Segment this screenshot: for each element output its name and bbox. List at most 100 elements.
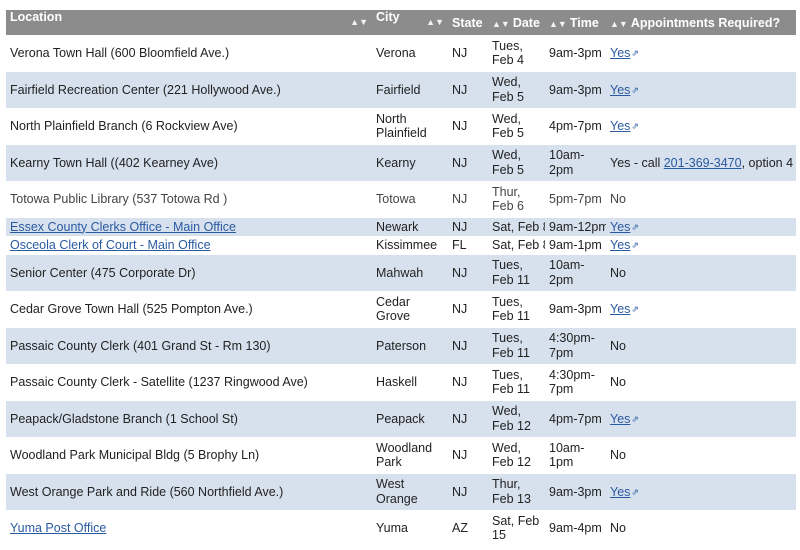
- appointment-link[interactable]: Yes: [610, 119, 631, 133]
- appointment-link[interactable]: Yes: [610, 411, 631, 426]
- cell-appointments: No: [606, 254, 796, 291]
- table-row: Cedar Grove Town Hall (525 Pompton Ave.)…: [6, 291, 796, 328]
- cell-location: West Orange Park and Ride (560 Northfiel…: [6, 473, 372, 510]
- phone-link[interactable]: 201-369-3470: [663, 155, 742, 170]
- column-header-location[interactable]: Location ▲▼: [6, 10, 372, 35]
- table-row: Osceola Clerk of Court - Main Office Kis…: [6, 236, 796, 255]
- location-link[interactable]: Yuma Post Office: [10, 521, 107, 535]
- cell-appointments: Yes⇗: [606, 473, 796, 510]
- cell-city: Totowa: [372, 181, 448, 218]
- cell-date: Thur, Feb 13: [488, 473, 545, 510]
- cell-time: 4pm-7pm: [545, 108, 606, 145]
- cell-date: Tues, Feb 11: [488, 327, 545, 364]
- cell-city: Peapack: [372, 400, 448, 437]
- column-header-date[interactable]: ▲▼ Date: [488, 10, 545, 35]
- location-link[interactable]: Osceola Clerk of Court - Main Office: [10, 238, 211, 252]
- cell-location: Verona Town Hall (600 Bloomfield Ave.): [6, 35, 372, 72]
- appointment-text: Yes - call: [610, 155, 664, 170]
- cell-appointments: No: [606, 510, 796, 547]
- cell-state: FL: [448, 236, 488, 255]
- external-link-icon: ⇗: [631, 221, 639, 232]
- cell-appointments: Yes⇗: [606, 291, 796, 328]
- cell-state: AZ: [448, 510, 488, 547]
- column-header-city[interactable]: City ▲▼: [372, 10, 448, 35]
- cell-state: NJ: [448, 181, 488, 218]
- cell-location: Cedar Grove Town Hall (525 Pompton Ave.): [6, 291, 372, 328]
- sort-arrows-icon[interactable]: ▲▼: [549, 18, 567, 29]
- sort-arrows-icon[interactable]: ▲▼: [610, 18, 628, 29]
- cell-appointments: Yes⇗: [606, 71, 796, 108]
- column-header-appointments[interactable]: ▲▼ Appointments Required?: [606, 10, 796, 35]
- cell-time: 9am-12pm: [545, 217, 606, 236]
- table-row: Kearny Town Hall ((402 Kearney Ave) Kear…: [6, 144, 796, 181]
- cell-city: Yuma: [372, 510, 448, 547]
- cell-date: Wed, Feb 12: [488, 437, 545, 474]
- sort-arrows-icon[interactable]: ▲▼: [492, 18, 510, 29]
- cell-location: Peapack/Gladstone Branch (1 School St): [6, 400, 372, 437]
- cell-location: Essex County Clerks Office - Main Office: [6, 217, 372, 236]
- table-row: Essex County Clerks Office - Main Office…: [6, 217, 796, 236]
- external-link-icon: ⇗: [631, 121, 639, 131]
- cell-city: Newark: [372, 217, 448, 236]
- cell-state: NJ: [448, 327, 488, 364]
- appointment-link[interactable]: Yes: [610, 238, 631, 252]
- table-row: Senior Center (475 Corporate Dr) Mahwah …: [6, 254, 796, 291]
- cell-location: Passaic County Clerk - Satellite (1237 R…: [6, 364, 372, 401]
- table-body: Verona Town Hall (600 Bloomfield Ave.) V…: [6, 35, 796, 547]
- appointment-link[interactable]: Yes: [610, 302, 631, 316]
- cell-date: Tues, Feb 11: [488, 364, 545, 401]
- table-row: Fairfield Recreation Center (221 Hollywo…: [6, 71, 796, 108]
- cell-location: Woodland Park Municipal Bldg (5 Brophy L…: [6, 437, 372, 474]
- cell-location: Osceola Clerk of Court - Main Office: [6, 236, 372, 255]
- cell-state: NJ: [448, 400, 488, 437]
- appointment-link[interactable]: Yes: [610, 82, 631, 97]
- column-header-time[interactable]: ▲▼ Time: [545, 10, 606, 35]
- cell-state: NJ: [448, 364, 488, 401]
- cell-time: 4:30pm-7pm: [545, 364, 606, 401]
- table-row: Passaic County Clerk - Satellite (1237 R…: [6, 364, 796, 401]
- cell-date: Wed, Feb 5: [488, 71, 545, 108]
- appointment-link[interactable]: Yes: [610, 484, 631, 499]
- cell-time: 10am-2pm: [545, 254, 606, 291]
- cell-state: NJ: [448, 254, 488, 291]
- cell-time: 10am-2pm: [545, 144, 606, 181]
- cell-date: Wed, Feb 12: [488, 400, 545, 437]
- cell-appointments: Yes⇗: [606, 35, 796, 72]
- column-header-state[interactable]: State: [448, 10, 488, 35]
- cell-state: NJ: [448, 437, 488, 474]
- table-row: Yuma Post Office Yuma AZ Sat, Feb 15 9am…: [6, 510, 796, 547]
- appointment-text-suffix: , option 4: [741, 155, 794, 170]
- table-row: Totowa Public Library (537 Totowa Rd ) T…: [6, 181, 796, 218]
- cell-location: Passaic County Clerk (401 Grand St - Rm …: [6, 327, 372, 364]
- cell-city: Kearny: [372, 144, 448, 181]
- cell-city: North Plainfield: [372, 108, 448, 145]
- cell-appointments: Yes⇗: [606, 108, 796, 145]
- sort-arrows-icon[interactable]: ▲▼: [350, 17, 368, 27]
- cell-date: Wed, Feb 5: [488, 144, 545, 181]
- cell-date: Tues, Feb 11: [488, 291, 545, 328]
- appointment-link[interactable]: Yes: [610, 46, 631, 60]
- cell-time: 9am-3pm: [545, 71, 606, 108]
- cell-date: Sat, Feb 8: [488, 217, 545, 236]
- cell-state: NJ: [448, 217, 488, 236]
- cell-city: Mahwah: [372, 254, 448, 291]
- location-link[interactable]: Essex County Clerks Office - Main Office: [10, 219, 237, 234]
- cell-location: North Plainfield Branch (6 Rockview Ave): [6, 108, 372, 145]
- cell-location: Kearny Town Hall ((402 Kearney Ave): [6, 144, 372, 181]
- table-row: West Orange Park and Ride (560 Northfiel…: [6, 473, 796, 510]
- cell-location: Totowa Public Library (537 Totowa Rd ): [6, 181, 372, 218]
- sort-arrows-icon[interactable]: ▲▼: [426, 17, 444, 27]
- cell-appointments: Yes⇗: [606, 217, 796, 236]
- cell-state: NJ: [448, 108, 488, 145]
- cell-city: Verona: [372, 35, 448, 72]
- cell-appointments: Yes⇗: [606, 400, 796, 437]
- appointment-link[interactable]: Yes: [610, 219, 631, 234]
- cell-state: NJ: [448, 144, 488, 181]
- cell-location: Fairfield Recreation Center (221 Hollywo…: [6, 71, 372, 108]
- table-row: Peapack/Gladstone Branch (1 School St) P…: [6, 400, 796, 437]
- cell-appointments: No: [606, 327, 796, 364]
- table-row: Verona Town Hall (600 Bloomfield Ave.) V…: [6, 35, 796, 72]
- table-header: Location ▲▼ City ▲▼ State ▲▼ Date ▲▼ Time ▲▼…: [6, 10, 796, 35]
- cell-city: West Orange: [372, 473, 448, 510]
